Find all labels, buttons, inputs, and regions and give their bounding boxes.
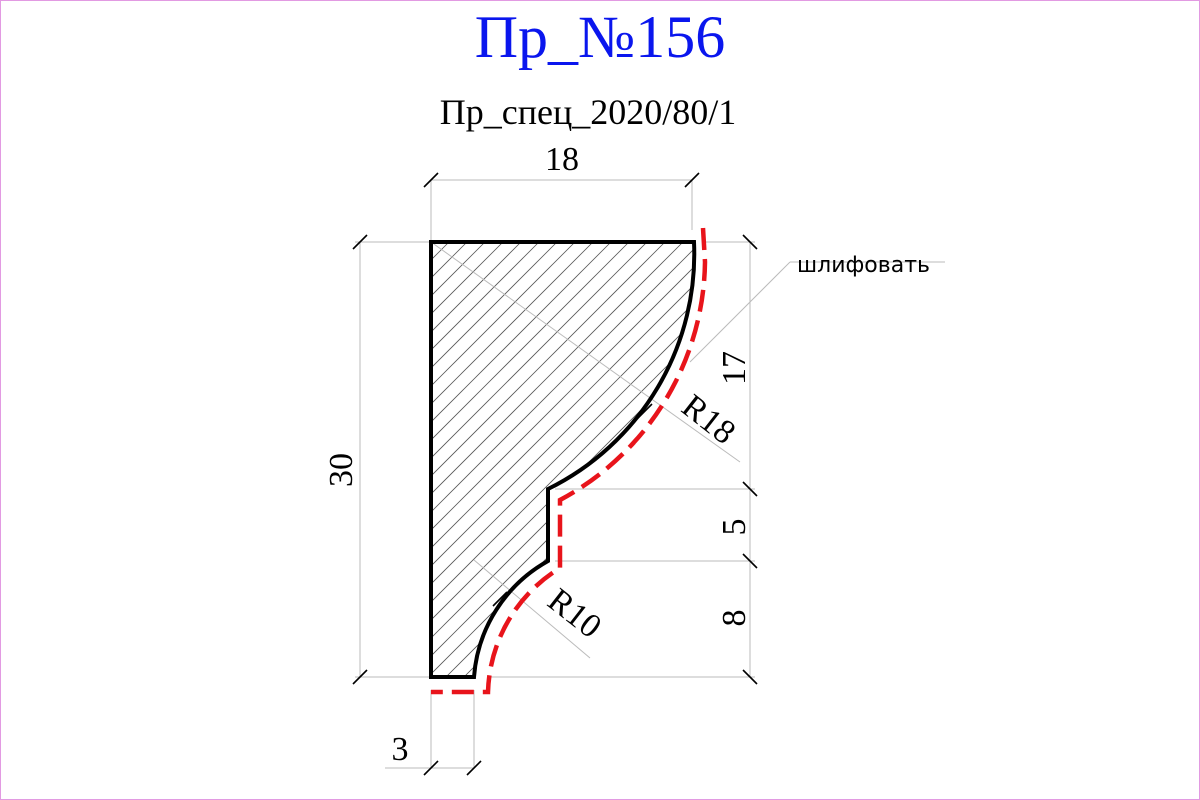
sanding-note: шлифовать — [797, 253, 930, 278]
profile-outline — [429, 240, 697, 679]
sanding-line — [431, 227, 708, 695]
dim-bottom-offset: 3 — [392, 731, 409, 768]
radius-small: R10 — [541, 582, 608, 646]
dim-seg-top: 17 — [716, 351, 753, 385]
radius-large: R18 — [675, 388, 742, 452]
dim-seg-mid: 5 — [716, 519, 753, 536]
dim-height-total: 30 — [323, 453, 360, 487]
drawing-subtitle: Пр_спец_2020/80/1 — [439, 92, 737, 132]
drawing-title: Пр_№156 — [474, 4, 726, 70]
dim-seg-bottom: 8 — [716, 610, 753, 627]
dim-width-top: 18 — [545, 141, 579, 178]
extension-lines — [355, 179, 945, 769]
dimension-ticks — [352, 172, 758, 776]
